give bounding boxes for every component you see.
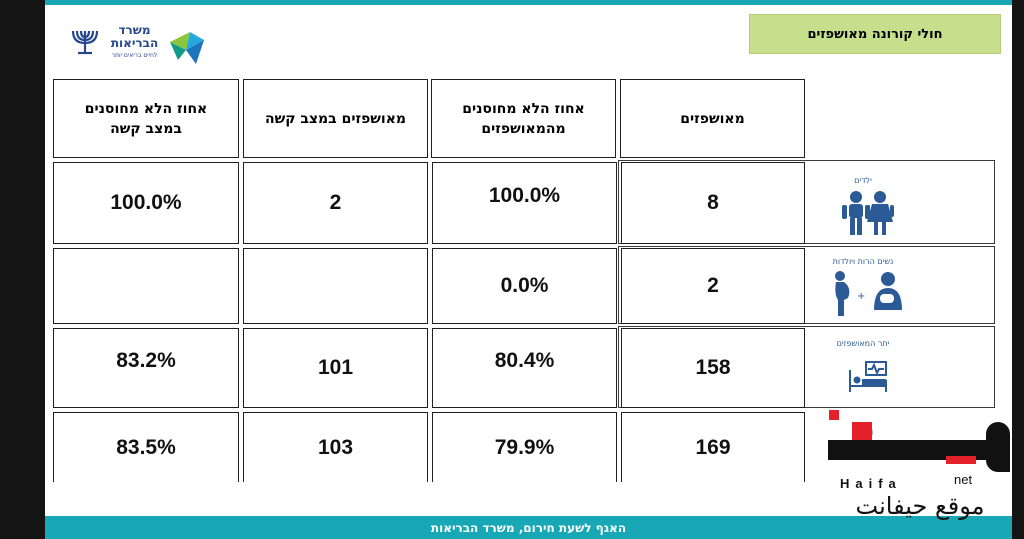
cell-value: 103 [317, 435, 354, 459]
haifanet-watermark: Haifa net موقع حيفانت [826, 410, 1012, 539]
cell-value: 2 [707, 274, 719, 297]
cell-value: 101 [317, 356, 354, 379]
ministry-slogan: לחיים בריאים יותר [111, 52, 158, 59]
table-cell: 103 [243, 412, 428, 482]
watermark-logo-mark [828, 440, 988, 460]
table-cell: 169 [621, 412, 805, 482]
table-cell: 83.2% [53, 328, 239, 408]
cell-value: 0.0% [500, 274, 549, 297]
table-cell: 0.0% [432, 248, 617, 324]
table-cell: 79.9% [432, 412, 617, 482]
category-label: ילדים [854, 176, 872, 185]
header-label: אחוז הלא מחוסנים מהמאושפזים [462, 100, 585, 137]
footer-text: האגף לשעת חירום, משרד הבריאות [430, 520, 627, 535]
table-cell: 101 [243, 328, 428, 408]
header-hospitalized: מאושפזים [620, 79, 805, 158]
right-edge [1012, 0, 1024, 539]
left-edge [0, 0, 45, 539]
pregnant-women-icon: + [835, 271, 902, 316]
cell-value: 80.4% [494, 349, 555, 372]
cell-value: 8 [707, 191, 719, 214]
ministry-line2: הבריאות [110, 36, 159, 50]
header-unvaccinated-severe-pct: אחוז הלא מחוסנים במצב קשה [53, 79, 239, 158]
watermark-site-name: موقع حيفانت [855, 492, 985, 520]
category-label: נשים הרות ויולדות [832, 257, 894, 266]
cell-value: 83.5% [116, 435, 176, 459]
row-frame-pregnant [618, 246, 995, 324]
table-cell: 2 [621, 248, 805, 324]
children-icon [842, 191, 894, 235]
ministry-mark-icon [170, 32, 204, 64]
category-label: יתר המאושפזים [836, 339, 890, 348]
table-cell: 2 [243, 162, 428, 244]
ministry-name: משרד הבריאות [102, 24, 167, 50]
top-accent-bar [45, 0, 1012, 5]
table-cell: 80.4% [432, 328, 617, 408]
header-label: אחוז הלא מחוסנים במצב קשה [84, 100, 208, 137]
table-cell: 83.5% [53, 412, 239, 482]
cell-value: 100.0% [110, 191, 182, 214]
watermark-logo-mark [852, 422, 872, 440]
row-frame-children [618, 160, 995, 244]
cell-value: 100.0% [488, 184, 561, 207]
hospital-bed-icon [849, 361, 887, 392]
header-severe: מאושפזים במצב קשה [243, 79, 428, 158]
menorah-icon [71, 30, 99, 55]
table-cell: 100.0% [53, 162, 239, 244]
watermark-logo-mark [946, 456, 976, 464]
ministry-line1: משרד [118, 23, 151, 37]
cell-value: 79.9% [494, 435, 555, 459]
header-unvaccinated-pct: אחוז הלא מחוסנים מהמאושפזים [431, 79, 616, 158]
table-cell [243, 248, 428, 324]
watermark-latin: Haifa [840, 476, 902, 491]
slide-title: חולי קורונה מאושפזים [807, 26, 943, 42]
table-cell: 8 [621, 162, 805, 244]
table-cell [53, 248, 239, 324]
watermark-logo-mark [829, 410, 839, 420]
watermark-net: net [954, 472, 973, 487]
cell-value: 83.2% [116, 349, 176, 372]
table-cell: 100.0% [432, 162, 617, 244]
cell-value: 2 [329, 191, 342, 214]
svg-text:+: + [857, 291, 865, 302]
header-label: מאושפזים [680, 110, 745, 127]
footer-bar: האגף לשעת חירום, משרד הבריאות [45, 516, 1012, 539]
cell-value: 169 [695, 435, 731, 459]
watermark-logo-mark [986, 422, 1010, 472]
table-cell: 158 [621, 328, 805, 408]
header-label: מאושפזים במצב קשה [264, 110, 407, 127]
cell-value: 158 [695, 356, 731, 379]
row-frame-others [618, 326, 995, 408]
slide-title-box: חולי קורונה מאושפזים [749, 14, 1001, 54]
ministry-logo: משרד הבריאות לחיים בריאים יותר [70, 24, 210, 68]
